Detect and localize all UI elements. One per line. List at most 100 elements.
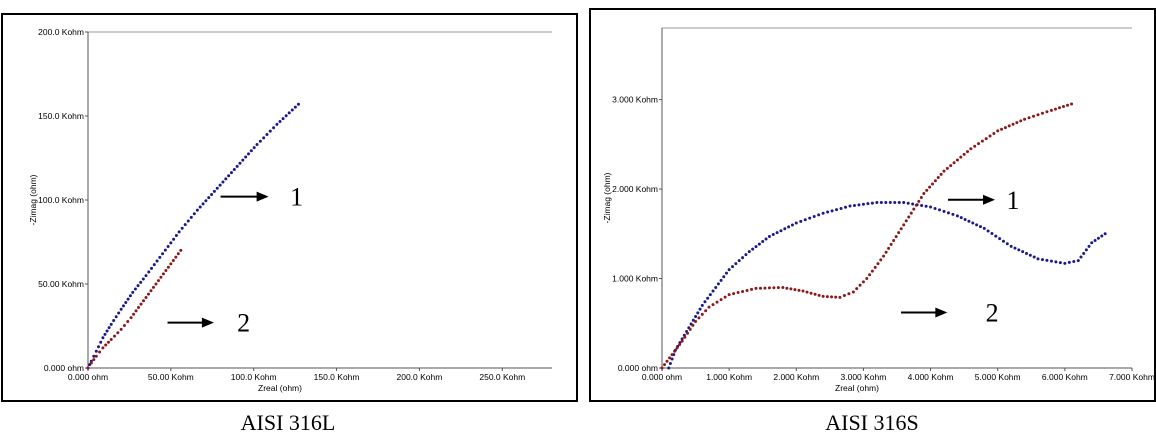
data-point	[722, 275, 726, 279]
data-point	[265, 132, 269, 136]
chart-panel-316L: 0.000 ohm 50.00 Kohm 100.0 Kohm 150.0 Kohm 2…	[1, 13, 578, 435]
data-point	[884, 200, 888, 204]
data-point	[696, 311, 700, 315]
data-point	[296, 102, 300, 106]
data-point	[857, 203, 861, 207]
data-point	[249, 149, 253, 153]
data-point	[1045, 110, 1049, 114]
data-point	[161, 252, 165, 256]
chart-frame	[589, 8, 1156, 402]
data-point	[158, 255, 162, 259]
data-point	[109, 322, 113, 326]
data-point	[169, 241, 173, 245]
data-point	[680, 339, 684, 343]
data-point	[809, 291, 813, 295]
data-point	[805, 290, 809, 294]
data-point	[1017, 248, 1021, 252]
data-point	[785, 286, 789, 290]
data-point	[210, 192, 214, 196]
data-point	[1063, 261, 1067, 265]
data-point	[1067, 260, 1071, 264]
data-point	[771, 233, 775, 237]
data-point	[144, 274, 148, 278]
data-point	[244, 155, 248, 159]
data-point	[821, 294, 825, 298]
data-point	[1013, 246, 1017, 250]
data-point	[1093, 239, 1097, 242]
data-point	[128, 294, 132, 298]
data-point	[803, 218, 807, 222]
data-point	[678, 343, 682, 347]
data-point	[855, 287, 859, 291]
data-point	[195, 208, 199, 212]
data-point	[1032, 114, 1036, 118]
x-tick-label: 7.000 Kohm	[1109, 372, 1155, 382]
data-point	[112, 319, 116, 323]
data-point	[1058, 261, 1062, 265]
data-point	[1015, 121, 1019, 125]
data-point	[1045, 258, 1049, 262]
data-point	[698, 307, 702, 311]
data-point	[793, 288, 797, 292]
data-point	[924, 204, 928, 208]
data-point	[919, 195, 923, 199]
data-point	[888, 200, 892, 204]
data-point	[673, 349, 677, 353]
data-point	[758, 286, 762, 290]
data-point	[704, 309, 708, 313]
data-point	[727, 293, 731, 297]
data-point	[255, 143, 259, 147]
data-point	[894, 235, 898, 239]
data-point	[1087, 244, 1091, 248]
data-point	[166, 265, 170, 269]
data-point	[1053, 107, 1057, 111]
data-point	[838, 295, 842, 299]
data-point	[938, 208, 942, 212]
data-point	[1019, 119, 1023, 123]
data-point	[826, 210, 830, 214]
data-point	[745, 288, 749, 292]
series-1	[86, 248, 183, 370]
data-point	[1028, 253, 1032, 257]
data-point	[912, 207, 916, 211]
data-point	[668, 356, 672, 360]
data-point	[1096, 236, 1100, 240]
data-point	[667, 366, 671, 370]
data-point	[821, 211, 825, 215]
data-point	[933, 179, 937, 183]
data-point	[978, 225, 982, 229]
data-point	[252, 146, 256, 150]
data-point	[109, 337, 113, 341]
data-point	[121, 304, 125, 308]
data-point	[227, 174, 231, 178]
data-point	[155, 259, 159, 263]
data-point	[262, 136, 266, 140]
data-point	[844, 205, 848, 209]
data-point	[1040, 258, 1044, 262]
data-point	[966, 150, 969, 154]
data-point	[142, 299, 146, 303]
data-point	[952, 161, 956, 165]
data-point	[763, 286, 767, 290]
data-point	[750, 287, 754, 291]
data-point	[902, 200, 906, 204]
data-point	[936, 176, 940, 180]
data-point	[1032, 255, 1036, 259]
data-point	[1079, 255, 1083, 259]
data-point	[186, 219, 190, 223]
data-point	[1036, 113, 1040, 117]
data-point	[1040, 111, 1044, 115]
data-point	[665, 359, 669, 363]
data-point	[139, 280, 143, 284]
data-point	[694, 319, 698, 323]
data-point	[892, 239, 896, 242]
data-point	[1003, 126, 1007, 130]
data-point	[89, 361, 93, 365]
y-tick-label: 0.000 ohm	[44, 363, 84, 373]
data-point	[787, 225, 791, 229]
data-point	[164, 269, 168, 273]
data-point	[137, 306, 141, 310]
data-point	[928, 185, 932, 189]
data-point	[99, 340, 103, 344]
y-axis-label: -Zimag (ohm)	[28, 174, 38, 225]
